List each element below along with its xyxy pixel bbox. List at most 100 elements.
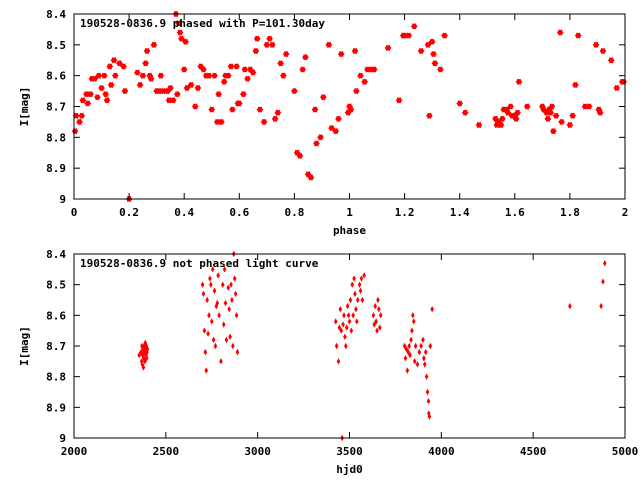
x-tick-label: 0.6	[229, 206, 249, 219]
data-point	[422, 355, 426, 362]
data-point	[219, 358, 223, 365]
data-point	[364, 66, 371, 73]
data-point	[203, 348, 208, 356]
x-tick-label: 0.8	[284, 206, 304, 219]
data-point	[249, 69, 257, 76]
data-point	[504, 109, 512, 116]
data-point	[475, 122, 483, 128]
data-point	[282, 51, 290, 58]
data-point	[358, 287, 363, 294]
data-point	[103, 97, 111, 104]
data-point	[87, 91, 94, 98]
y-tick-label: 8.7	[46, 340, 66, 353]
data-point	[235, 348, 240, 356]
data-point	[355, 318, 359, 325]
data-point	[311, 106, 319, 113]
data-point	[347, 106, 355, 113]
data-point	[201, 290, 206, 298]
data-point	[94, 94, 101, 101]
data-point	[229, 281, 233, 288]
data-point	[176, 29, 184, 36]
data-point	[200, 281, 205, 288]
data-point	[212, 287, 217, 294]
data-point	[351, 312, 355, 319]
chart-title: 190528-0836.9 not phased light curve	[80, 257, 319, 270]
y-tick-label: 8.5	[46, 39, 66, 52]
data-point	[566, 122, 574, 128]
data-point	[512, 115, 520, 122]
data-point	[143, 48, 151, 54]
y-axis-label: I[mag]	[18, 87, 31, 127]
data-point	[337, 51, 345, 58]
data-point	[187, 81, 195, 88]
data-point	[405, 32, 413, 39]
x-tick-label: 4500	[520, 445, 547, 458]
data-point	[240, 91, 247, 98]
data-point	[572, 81, 579, 88]
data-point	[215, 299, 220, 307]
data-point	[206, 330, 210, 337]
data-point	[347, 318, 352, 325]
data-point	[341, 321, 345, 328]
data-point	[585, 103, 593, 110]
data-point	[344, 342, 348, 350]
x-tick-label: 2	[622, 206, 629, 219]
data-point	[328, 125, 335, 132]
data-point	[441, 32, 448, 39]
data-point	[426, 398, 431, 405]
data-point	[417, 48, 425, 54]
data-point	[253, 35, 261, 42]
data-point	[357, 72, 364, 79]
data-point	[229, 106, 236, 113]
data-point	[202, 327, 207, 334]
data-point	[215, 91, 223, 98]
data-point	[351, 48, 359, 54]
data-point	[110, 57, 118, 64]
data-point	[408, 352, 412, 359]
x-tick-label: 3000	[244, 445, 271, 458]
data-point	[421, 336, 425, 344]
data-point	[437, 66, 444, 73]
data-point	[221, 321, 226, 328]
data-point	[156, 88, 163, 95]
x-tick-label: 4000	[428, 445, 455, 458]
data-point	[169, 97, 177, 104]
data-point	[227, 63, 235, 70]
x-tick-label: 0	[71, 206, 78, 219]
data-point	[133, 69, 141, 76]
data-point	[241, 66, 249, 73]
x-tick-label: 3500	[336, 445, 363, 458]
data-point	[334, 342, 339, 350]
data-point	[373, 302, 378, 310]
data-point	[426, 112, 433, 119]
data-point	[313, 140, 320, 147]
data-point	[139, 72, 147, 79]
data-point	[256, 106, 264, 113]
data-points	[137, 250, 607, 442]
data-point	[95, 72, 103, 79]
data-point	[142, 348, 147, 356]
data-point	[222, 266, 227, 273]
data-point	[456, 100, 464, 107]
plot-frame	[73, 253, 626, 439]
data-point	[425, 388, 430, 396]
data-point	[374, 318, 378, 325]
x-tick-label: 0.4	[174, 206, 194, 219]
data-point	[142, 342, 146, 350]
data-point	[342, 312, 346, 319]
data-point	[107, 81, 115, 88]
y-tick-label: 9	[59, 193, 66, 206]
y-tick-label: 8.9	[46, 162, 66, 175]
data-point	[427, 410, 431, 417]
data-point	[499, 115, 506, 122]
data-points	[71, 11, 628, 202]
y-tick-label: 9	[59, 432, 66, 445]
x-tick-label: 5000	[612, 445, 639, 458]
data-point	[150, 41, 158, 48]
data-point	[344, 324, 349, 331]
data-point	[411, 318, 416, 325]
data-point	[209, 281, 213, 288]
data-point	[191, 103, 199, 110]
data-point	[228, 333, 232, 340]
x-tick-label: 1	[346, 206, 353, 219]
